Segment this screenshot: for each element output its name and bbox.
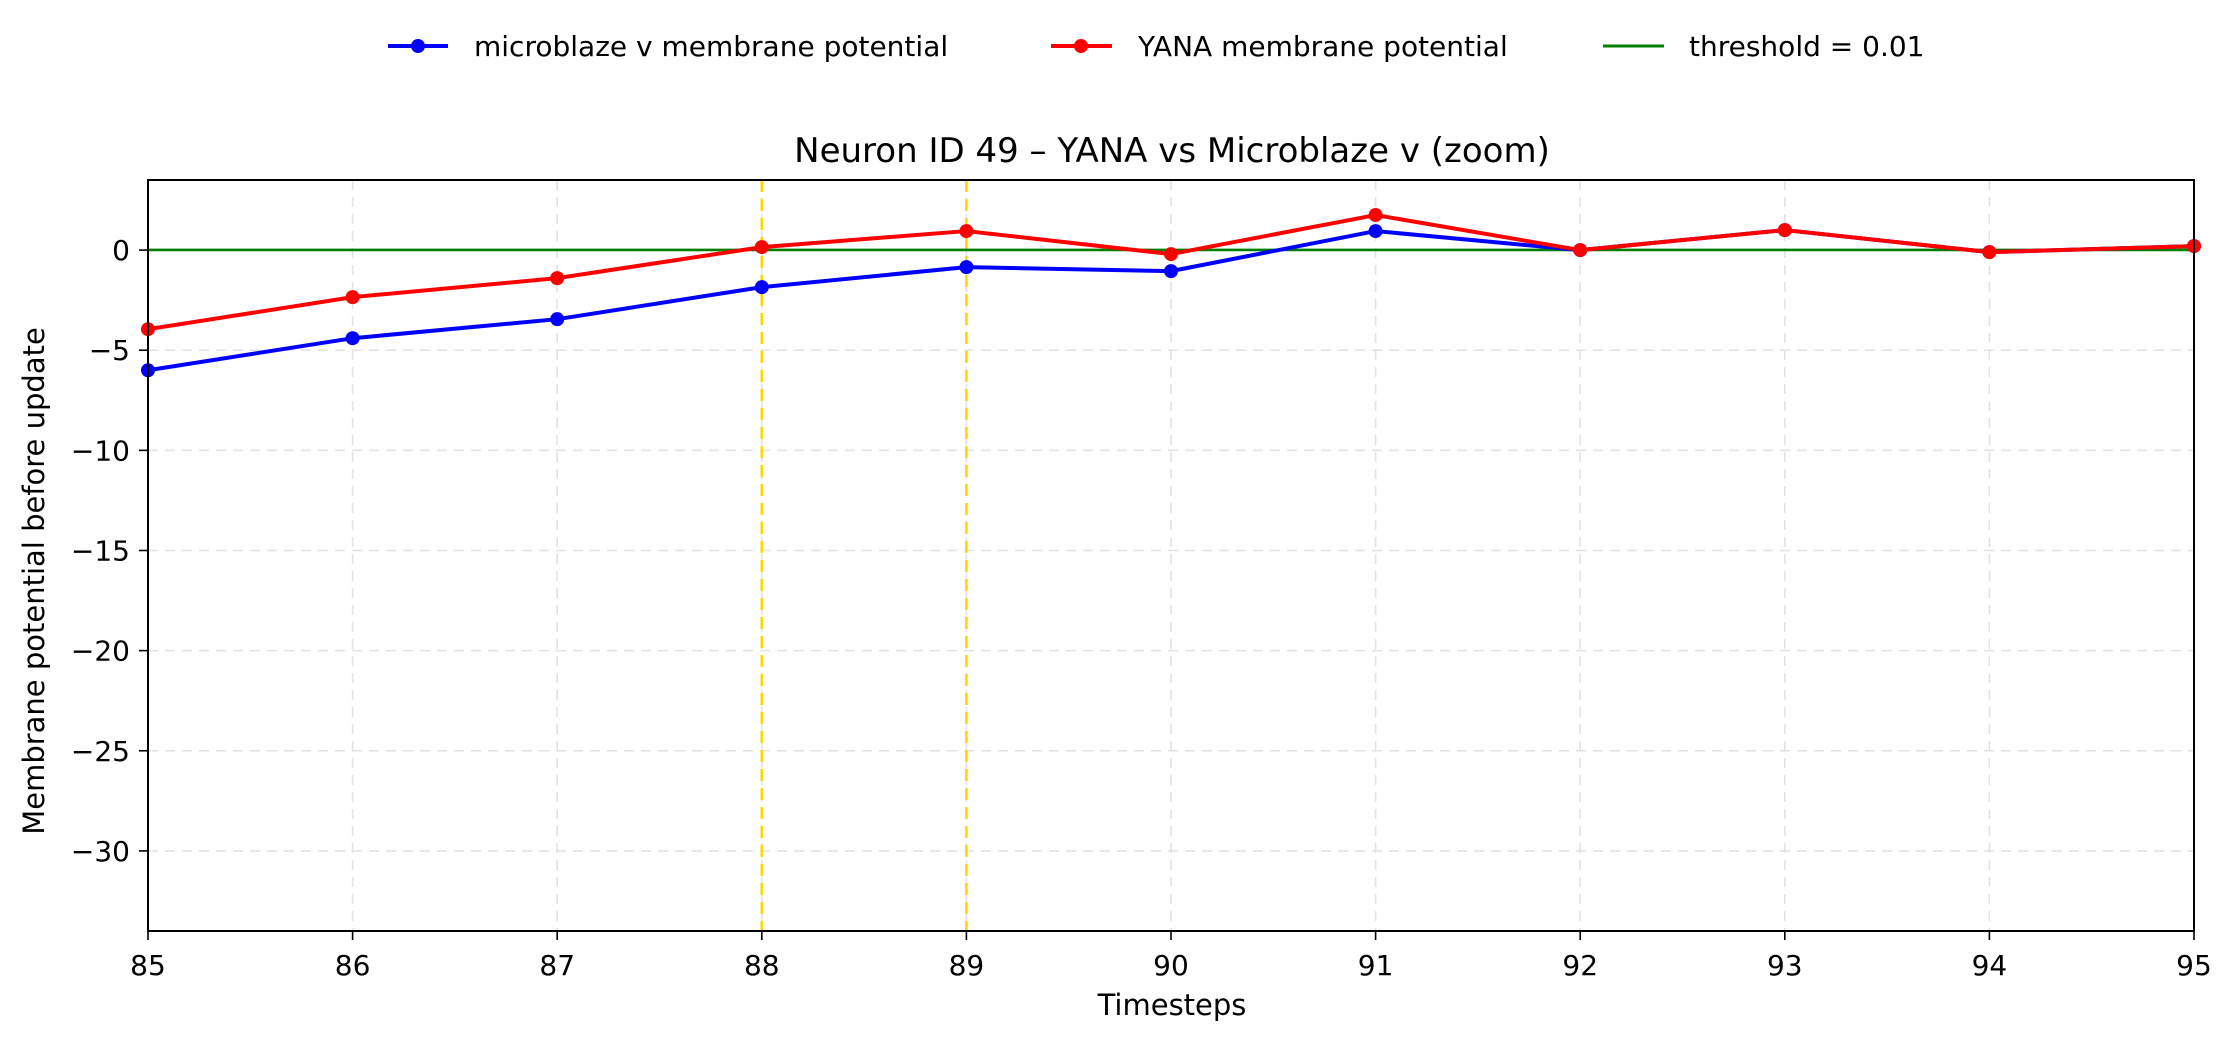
grid: [147, 180, 2195, 931]
x-axis-ticks: 85 86 87 88 89 90 91 92 93 94 95: [130, 931, 2212, 982]
series-1-point-86: [345, 290, 360, 305]
legend-item-microblaze: microblaze v membrane potential: [388, 30, 948, 63]
x-tick-label-93: 93: [1767, 949, 1803, 982]
series-1-point-88: [754, 240, 769, 255]
series-0-point-87: [550, 312, 565, 327]
series-0-point-91: [1368, 224, 1383, 239]
series-1-point-87: [550, 271, 565, 286]
y-tick-label--20: −20: [71, 635, 130, 668]
x-tick-label-85: 85: [130, 949, 166, 982]
legend-label-yana: YANA membrane potential: [1137, 30, 1508, 63]
x-tick-label-90: 90: [1153, 949, 1189, 982]
x-tick-label-89: 89: [949, 949, 985, 982]
y-tick-label--15: −15: [71, 534, 130, 567]
vertical-markers: [760, 180, 968, 931]
x-tick-label-91: 91: [1358, 949, 1394, 982]
legend-label-microblaze: microblaze v membrane potential: [474, 30, 948, 63]
chart-title: Neuron ID 49 – YANA vs Microblaze v (zoo…: [794, 131, 1550, 171]
x-tick-label-88: 88: [744, 949, 780, 982]
legend-item-yana: YANA membrane potential: [1051, 30, 1508, 63]
series-0-point-89: [959, 260, 974, 275]
series-1-point-91: [1368, 208, 1383, 223]
legend-marker-yana: [1074, 39, 1088, 53]
x-tick-label-92: 92: [1562, 949, 1598, 982]
legend: microblaze v membrane potential YANA mem…: [388, 30, 1924, 63]
series-layer: [141, 208, 2201, 378]
y-tick-label--5: −5: [89, 334, 130, 367]
y-tick-label--30: −30: [71, 835, 130, 868]
x-tick-label-95: 95: [2176, 949, 2212, 982]
x-tick-label-86: 86: [335, 949, 371, 982]
x-tick-label-94: 94: [1972, 949, 2008, 982]
series-1-point-90: [1164, 247, 1178, 262]
series-1-point-89: [959, 224, 974, 239]
y-tick-label--10: −10: [71, 434, 130, 467]
y-axis-label: Membrane potential before update: [17, 327, 51, 835]
series-1-point-94: [1982, 245, 1997, 260]
legend-item-threshold: threshold = 0.01: [1603, 30, 1924, 63]
legend-marker-microblaze: [411, 39, 425, 53]
series-0-point-88: [754, 280, 769, 295]
series-1-point-92: [1573, 243, 1588, 258]
series-0-point-90: [1164, 264, 1178, 279]
x-tick-label-87: 87: [539, 949, 575, 982]
y-tick-label--25: −25: [71, 735, 130, 768]
series-1-point-93: [1777, 223, 1792, 238]
y-axis-ticks: 0 −5 −10 −15 −20 −25 −30: [71, 234, 148, 868]
series-0-point-86: [345, 331, 360, 346]
legend-label-threshold: threshold = 0.01: [1689, 30, 1924, 63]
x-axis-label: Timesteps: [1097, 988, 1247, 1022]
y-tick-label-0: 0: [112, 234, 130, 267]
